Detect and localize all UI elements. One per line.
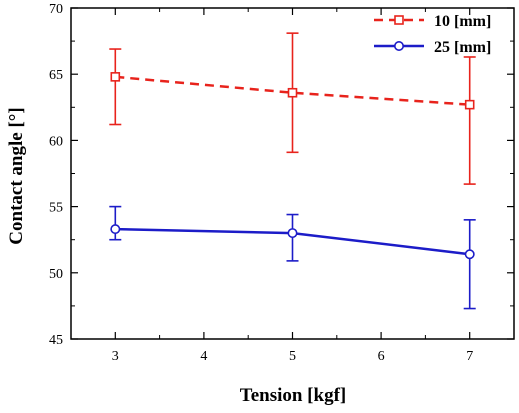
legend-swatch-marker	[393, 40, 404, 51]
y-tick-label: 50	[49, 267, 63, 282]
x-tick-label: 7	[466, 349, 473, 364]
series-0	[109, 32, 476, 185]
y-tick-label: 60	[49, 134, 63, 149]
x-axis-title: Tension [kgf]	[240, 385, 346, 406]
series-1	[109, 205, 476, 310]
data-point	[110, 224, 121, 235]
y-tick-label: 55	[49, 201, 63, 216]
x-tick-label: 6	[378, 349, 385, 364]
legend: 10 [mm] 25 [mm]	[374, 13, 491, 56]
y-tick-label: 45	[49, 333, 63, 348]
data-point	[287, 87, 298, 98]
series-layer	[109, 32, 476, 310]
legend-swatch-marker	[394, 15, 404, 25]
data-point	[110, 72, 121, 82]
x-tick-label: 4	[200, 349, 207, 364]
x-tick-label: 5	[289, 349, 296, 364]
data-point	[287, 228, 298, 239]
y-tick-label: 65	[49, 68, 63, 83]
legend-label: 10 [mm]	[434, 13, 491, 30]
y-axis-title: Contact angle [°]	[6, 107, 27, 244]
data-point	[464, 249, 475, 260]
data-point	[464, 99, 475, 110]
legend-label: 25 [mm]	[434, 39, 491, 56]
y-tick-label: 70	[49, 2, 63, 17]
x-tick-label: 3	[112, 349, 119, 364]
